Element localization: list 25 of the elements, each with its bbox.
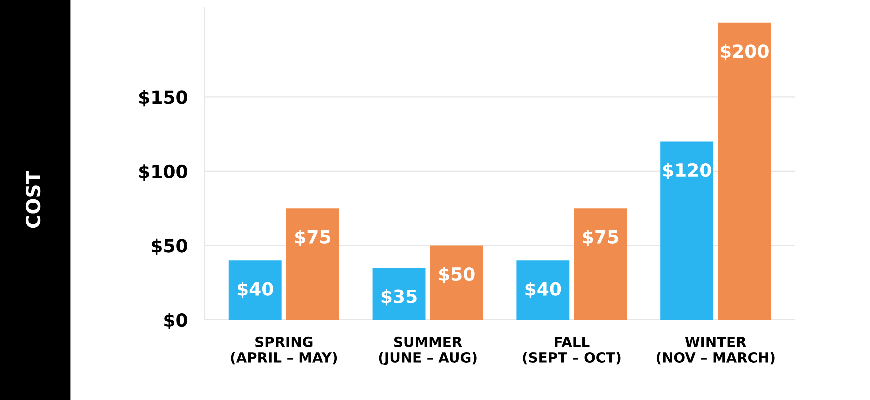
text: COST	[26, 171, 41, 228]
bar	[516, 260, 570, 320]
data-label: $75	[295, 230, 331, 246]
data-label: $35	[382, 289, 417, 306]
x-tick-label: WINTER (NOV – MARCH)	[656, 337, 775, 365]
x-tick-label: SUMMER (JUNE – AUG)	[379, 336, 477, 366]
y-tick-label: $0	[164, 313, 188, 330]
data-label: $40	[526, 282, 562, 298]
x-tick-label: SPRING (APRIL – MAY)	[231, 336, 338, 365]
bar	[660, 142, 714, 320]
x-tick-label: FALL (SEPT – OCT)	[523, 337, 621, 365]
y-tick-label: $100	[139, 164, 188, 181]
bar	[228, 260, 282, 320]
bar	[372, 268, 426, 320]
data-label: $50	[439, 267, 475, 284]
bar	[430, 246, 484, 320]
data-label: $200	[720, 44, 769, 61]
data-label: $75	[583, 230, 618, 246]
bar	[286, 208, 340, 320]
bar	[574, 208, 628, 320]
data-label: $120	[663, 163, 712, 180]
bar	[718, 22, 772, 320]
data-label: $40	[238, 282, 274, 298]
y-tick-label: $150	[139, 90, 188, 107]
y-tick-label: $50	[152, 238, 188, 256]
